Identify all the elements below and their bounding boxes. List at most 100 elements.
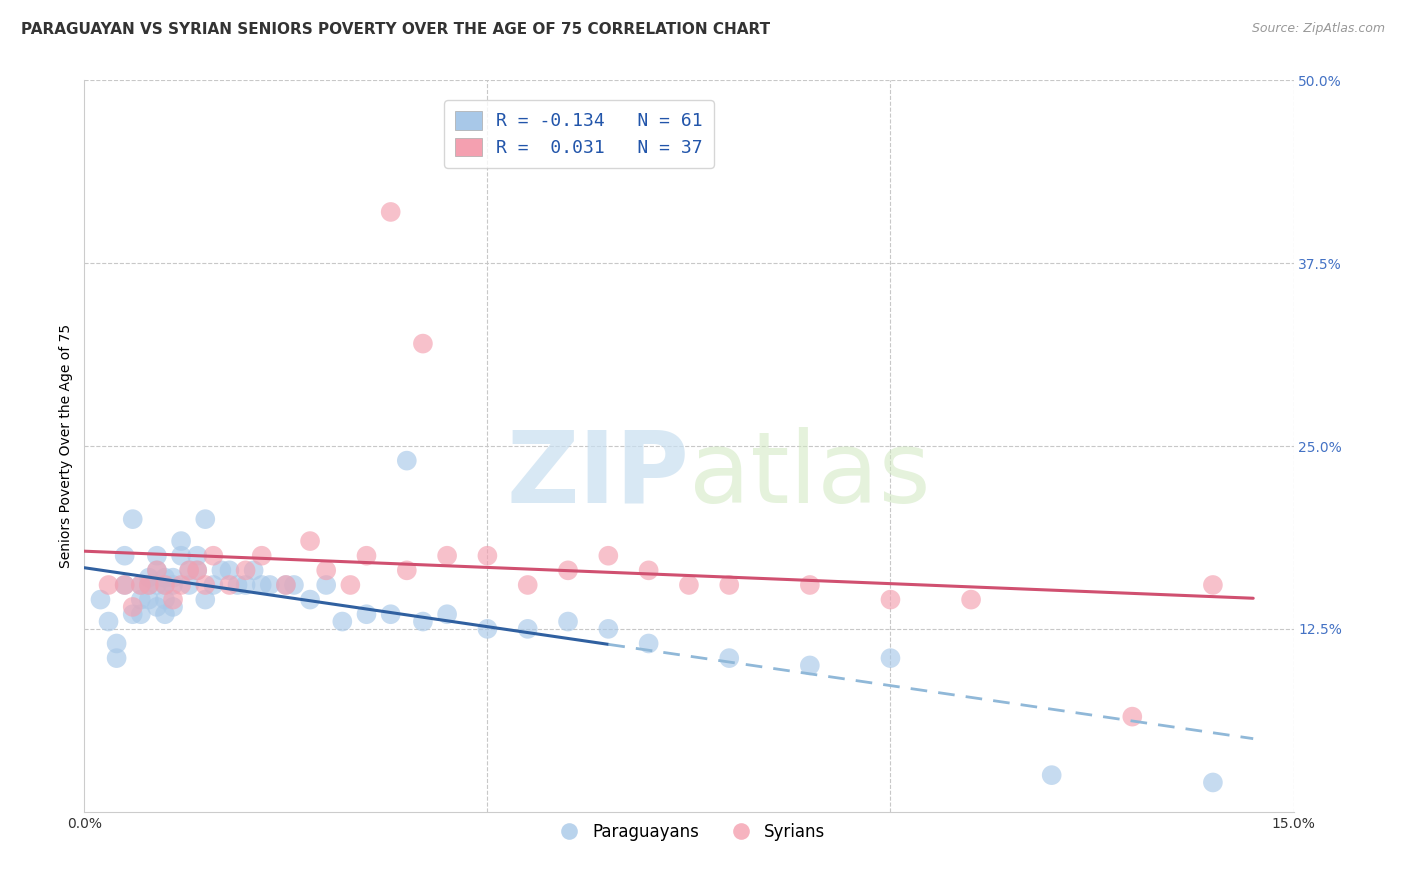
Point bbox=[153, 578, 176, 592]
Point bbox=[356, 607, 378, 622]
Point bbox=[170, 534, 193, 549]
Point bbox=[162, 578, 184, 592]
Point bbox=[146, 599, 169, 614]
Point bbox=[97, 578, 120, 592]
Text: Source: ZipAtlas.com: Source: ZipAtlas.com bbox=[1251, 22, 1385, 36]
Point bbox=[105, 636, 128, 650]
Point bbox=[395, 563, 418, 577]
Point bbox=[395, 453, 418, 467]
Point bbox=[179, 563, 201, 577]
Point bbox=[557, 563, 579, 577]
Point bbox=[153, 592, 176, 607]
Point bbox=[121, 599, 143, 614]
Point bbox=[218, 563, 240, 577]
Point bbox=[153, 607, 176, 622]
Point bbox=[330, 615, 353, 629]
Text: PARAGUAYAN VS SYRIAN SENIORS POVERTY OVER THE AGE OF 75 CORRELATION CHART: PARAGUAYAN VS SYRIAN SENIORS POVERTY OVE… bbox=[21, 22, 770, 37]
Point bbox=[153, 578, 176, 592]
Point bbox=[138, 578, 160, 592]
Point bbox=[170, 549, 193, 563]
Point bbox=[89, 592, 111, 607]
Point bbox=[97, 615, 120, 629]
Point bbox=[678, 578, 700, 592]
Point bbox=[799, 658, 821, 673]
Point bbox=[299, 592, 322, 607]
Point bbox=[194, 512, 217, 526]
Point bbox=[146, 563, 169, 577]
Point bbox=[380, 205, 402, 219]
Point bbox=[477, 622, 499, 636]
Point bbox=[879, 592, 901, 607]
Point bbox=[250, 549, 273, 563]
Point bbox=[129, 578, 152, 592]
Point bbox=[1202, 775, 1225, 789]
Point bbox=[146, 563, 169, 577]
Point bbox=[186, 563, 208, 577]
Point bbox=[138, 592, 160, 607]
Point bbox=[436, 607, 458, 622]
Point bbox=[242, 563, 264, 577]
Point bbox=[162, 592, 184, 607]
Point bbox=[412, 336, 434, 351]
Point bbox=[235, 563, 257, 577]
Point bbox=[129, 607, 152, 622]
Point bbox=[477, 549, 499, 563]
Point bbox=[226, 578, 249, 592]
Point bbox=[516, 578, 538, 592]
Point bbox=[718, 578, 741, 592]
Point bbox=[129, 578, 152, 592]
Point bbox=[412, 615, 434, 629]
Point bbox=[879, 651, 901, 665]
Point bbox=[186, 549, 208, 563]
Point bbox=[315, 563, 337, 577]
Text: ZIP: ZIP bbox=[506, 426, 689, 524]
Point bbox=[356, 549, 378, 563]
Point bbox=[194, 578, 217, 592]
Point bbox=[121, 607, 143, 622]
Point bbox=[274, 578, 297, 592]
Point bbox=[299, 534, 322, 549]
Point bbox=[162, 599, 184, 614]
Point bbox=[557, 615, 579, 629]
Legend: Paraguayans, Syrians: Paraguayans, Syrians bbox=[546, 816, 832, 847]
Point bbox=[138, 578, 160, 592]
Point bbox=[179, 578, 201, 592]
Point bbox=[121, 512, 143, 526]
Point bbox=[179, 563, 201, 577]
Point bbox=[598, 622, 620, 636]
Point bbox=[146, 549, 169, 563]
Point bbox=[162, 571, 184, 585]
Point bbox=[202, 578, 225, 592]
Point bbox=[235, 578, 257, 592]
Point bbox=[114, 578, 136, 592]
Point bbox=[799, 578, 821, 592]
Point bbox=[1121, 709, 1143, 723]
Y-axis label: Seniors Poverty Over the Age of 75: Seniors Poverty Over the Age of 75 bbox=[59, 324, 73, 568]
Point bbox=[1202, 578, 1225, 592]
Point bbox=[209, 563, 232, 577]
Text: atlas: atlas bbox=[689, 426, 931, 524]
Point bbox=[598, 549, 620, 563]
Point bbox=[250, 578, 273, 592]
Point bbox=[283, 578, 305, 592]
Point bbox=[637, 563, 659, 577]
Point bbox=[170, 578, 193, 592]
Point bbox=[718, 651, 741, 665]
Point bbox=[218, 578, 240, 592]
Point bbox=[138, 571, 160, 585]
Point bbox=[105, 651, 128, 665]
Point bbox=[202, 549, 225, 563]
Point bbox=[380, 607, 402, 622]
Point bbox=[114, 578, 136, 592]
Point bbox=[339, 578, 361, 592]
Point bbox=[186, 563, 208, 577]
Point bbox=[960, 592, 983, 607]
Point bbox=[194, 592, 217, 607]
Point bbox=[436, 549, 458, 563]
Point bbox=[146, 578, 169, 592]
Point bbox=[129, 592, 152, 607]
Point bbox=[114, 549, 136, 563]
Point bbox=[315, 578, 337, 592]
Point bbox=[153, 571, 176, 585]
Point bbox=[274, 578, 297, 592]
